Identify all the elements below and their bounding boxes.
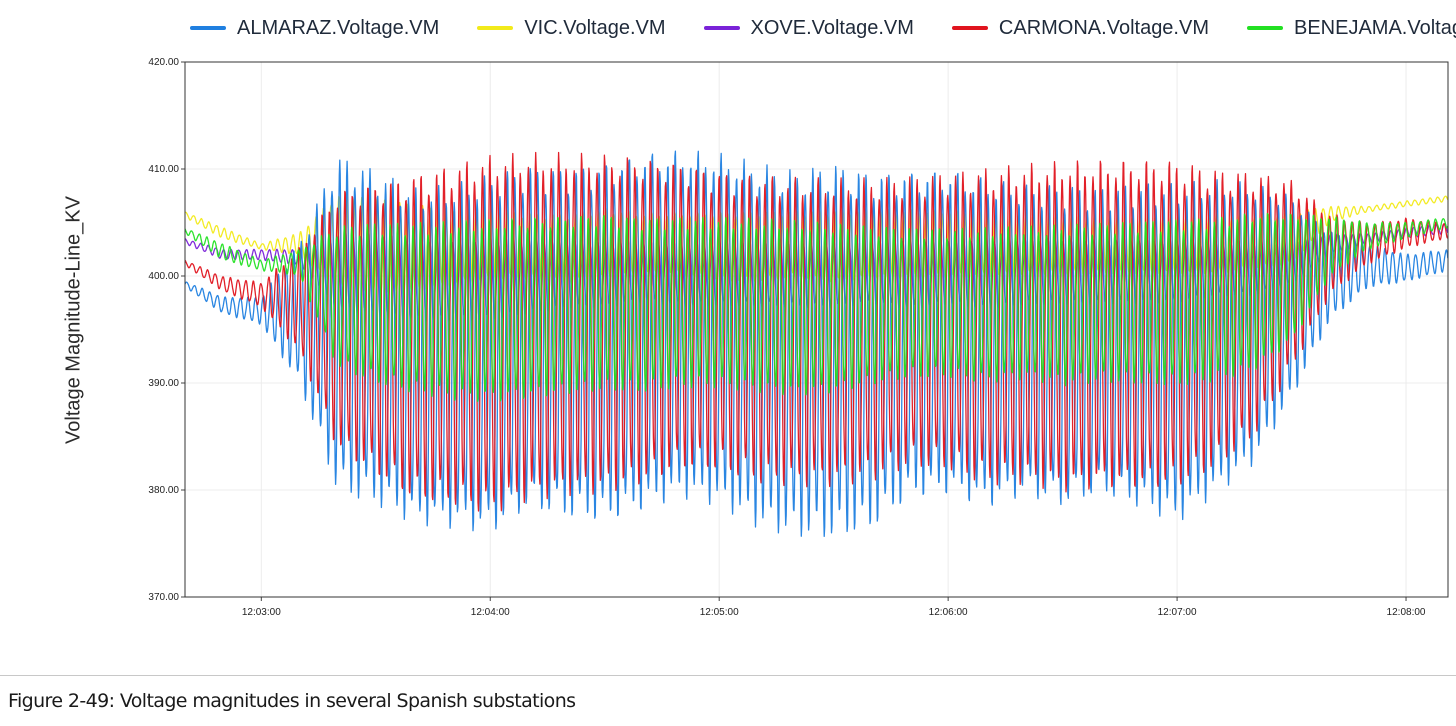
legend-item: CARMONA.Voltage.VM xyxy=(951,16,1209,40)
caption-divider xyxy=(0,675,1456,676)
series-line-carmona xyxy=(185,151,1448,512)
y-tick-label: 370.00 xyxy=(148,592,179,603)
legend-swatch xyxy=(951,26,988,30)
legend-label: XOVE.Voltage.VM xyxy=(750,16,914,39)
figure-caption: Figure 2-49: Voltage magnitudes in sever… xyxy=(8,690,576,712)
y-tick-label: 390.00 xyxy=(148,378,179,389)
series-line-benejama xyxy=(185,212,1448,402)
y-tick-label: 420.00 xyxy=(148,57,179,68)
x-tick-label: 12:05:00 xyxy=(700,607,739,618)
legend-item: ALMARAZ.Voltage.VM xyxy=(190,17,439,40)
legend-swatch xyxy=(703,26,740,30)
x-tick-label: 12:07:00 xyxy=(1158,607,1197,618)
y-tick-label: 400.00 xyxy=(148,271,179,282)
legend-item: XOVE.Voltage.VM xyxy=(703,16,914,40)
legend-item: VIC.Voltage.VM xyxy=(477,16,666,40)
legend-label: BENEJAMA.Voltage.VM xyxy=(1294,16,1456,39)
x-tick-label: 12:04:00 xyxy=(471,607,510,618)
legend-swatch xyxy=(1247,26,1283,30)
y-tick-label: 380.00 xyxy=(148,485,179,496)
legend-item: BENEJAMA.Voltage.VM xyxy=(1247,17,1456,40)
voltage-chart: 370.00 380.00 390.00 400.00 410.00 420.00 12:0… xyxy=(148,57,1449,618)
legend-label: ALMARAZ.Voltage.VM xyxy=(237,16,440,39)
legend-label: CARMONA.Voltage.VM xyxy=(998,16,1209,39)
legend-swatch xyxy=(190,26,226,30)
chart-legend: ALMARAZ.Voltage.VM VIC.Voltage.VM XOVE.Vol… xyxy=(190,14,1456,42)
plot-frame xyxy=(184,61,1449,598)
series-group xyxy=(185,150,1448,537)
legend-swatch xyxy=(477,26,514,30)
x-tick-label: 12:03:00 xyxy=(242,607,281,618)
legend-label: VIC.Voltage.VM xyxy=(524,16,666,39)
x-tick-label: 12:08:00 xyxy=(1387,607,1426,618)
x-tick-label: 12:06:00 xyxy=(929,607,968,618)
y-tick-label: 410.00 xyxy=(148,164,179,175)
